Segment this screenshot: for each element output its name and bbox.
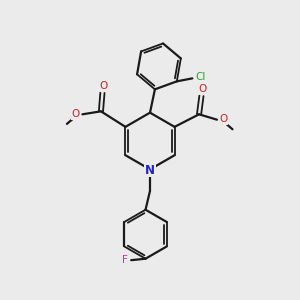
Text: O: O — [199, 84, 207, 94]
Text: O: O — [219, 114, 228, 124]
Text: Cl: Cl — [196, 73, 206, 82]
Text: F: F — [122, 255, 128, 265]
Text: N: N — [145, 164, 155, 176]
Text: O: O — [99, 81, 107, 91]
Text: O: O — [72, 109, 80, 119]
